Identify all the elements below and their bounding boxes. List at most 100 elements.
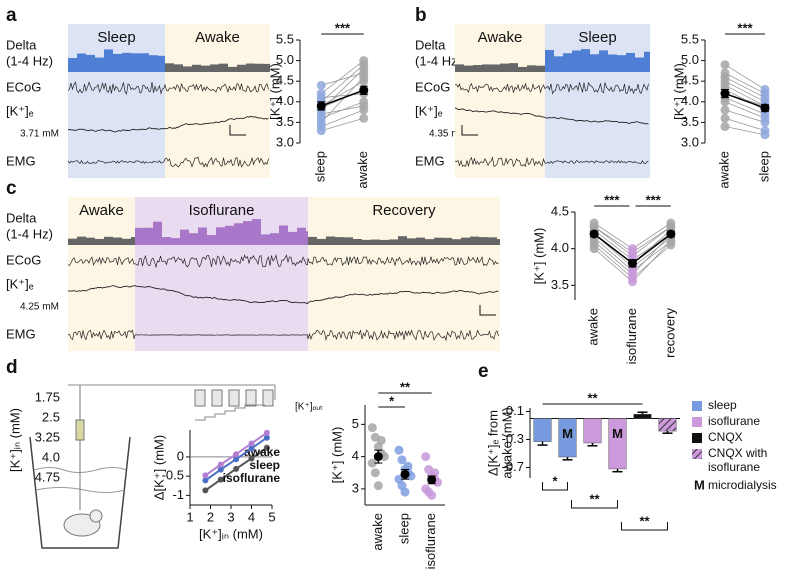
legend-label: CNQX bbox=[708, 430, 743, 444]
sig-label: * bbox=[389, 393, 395, 408]
k-trace bbox=[67, 116, 269, 133]
delta-bar bbox=[563, 53, 572, 72]
legend-label: isoflurane bbox=[223, 471, 281, 485]
series-point bbox=[263, 444, 270, 451]
sig-bracket bbox=[542, 482, 568, 491]
data-point bbox=[376, 435, 386, 445]
pair-line bbox=[724, 109, 766, 123]
series-point bbox=[233, 456, 240, 463]
data-point bbox=[720, 68, 730, 78]
delta-bar bbox=[407, 238, 416, 245]
pair-line bbox=[321, 93, 364, 99]
bar-marker: M bbox=[612, 426, 623, 441]
k-trace bbox=[454, 107, 649, 125]
data-point bbox=[359, 56, 369, 66]
mean-point bbox=[359, 85, 369, 95]
delta-bar bbox=[479, 237, 488, 245]
delta-bar bbox=[536, 65, 545, 72]
row-label: (1-4 Hz) bbox=[6, 53, 53, 68]
delta-bar bbox=[135, 227, 144, 245]
bar bbox=[583, 418, 602, 444]
delta-bar bbox=[545, 50, 554, 72]
legend-label: isoflurane bbox=[708, 460, 760, 474]
data-point bbox=[720, 60, 730, 70]
delta-bar bbox=[362, 239, 371, 245]
delta-bar bbox=[581, 49, 590, 72]
row-label: EMG bbox=[6, 326, 36, 341]
state-label: Recovery bbox=[372, 202, 436, 219]
delta-bar bbox=[443, 237, 452, 245]
row-label: (1-4 Hz) bbox=[6, 226, 53, 241]
x-tick-label: sleep bbox=[756, 151, 771, 182]
data-point bbox=[628, 277, 637, 287]
delta-bar bbox=[77, 236, 86, 245]
sig-label: * bbox=[552, 473, 558, 488]
legend-label: sleep bbox=[708, 398, 737, 412]
delta-bar bbox=[243, 221, 252, 245]
delta-bar bbox=[95, 238, 104, 245]
data-point bbox=[720, 76, 730, 86]
axis-label: [K⁺]ᵢₙ (mM) bbox=[7, 408, 22, 472]
data-point bbox=[359, 68, 369, 78]
x-tick-label: awake bbox=[370, 513, 385, 551]
y-tick-label: 5.5 bbox=[681, 31, 699, 46]
data-point bbox=[359, 76, 369, 86]
delta-bar bbox=[297, 227, 306, 245]
pair-line bbox=[321, 117, 364, 132]
delta-bar bbox=[488, 237, 497, 245]
delta-bar bbox=[228, 66, 237, 72]
x-tick-label: awake bbox=[355, 151, 370, 189]
mean-line bbox=[632, 233, 672, 264]
legend-swatch bbox=[692, 449, 702, 459]
data-point bbox=[427, 490, 437, 500]
data-point bbox=[359, 105, 369, 115]
x-tick-label: isoflurane bbox=[423, 513, 438, 569]
delta-bar bbox=[189, 233, 198, 245]
pair-line bbox=[593, 230, 633, 260]
pair-line bbox=[724, 117, 766, 132]
sig-bracket bbox=[621, 522, 668, 531]
state-shade bbox=[68, 197, 135, 351]
pair-line bbox=[632, 226, 672, 253]
delta-bar bbox=[554, 56, 563, 72]
emg-trace bbox=[67, 329, 499, 342]
delta-bar bbox=[590, 54, 599, 72]
series-point bbox=[263, 434, 270, 441]
delta-bar bbox=[464, 65, 473, 72]
delta-bar bbox=[626, 52, 635, 72]
x-tick-label: sleep bbox=[396, 513, 411, 544]
state-label: Sleep bbox=[97, 29, 135, 46]
row-label: [K⁺]ₑ bbox=[415, 103, 443, 118]
series-point bbox=[248, 445, 255, 452]
pair-line bbox=[321, 109, 364, 127]
panel-label: c bbox=[6, 178, 17, 199]
data-point bbox=[666, 236, 676, 246]
delta-bar bbox=[398, 236, 407, 245]
y-tick-label: 3.0 bbox=[681, 134, 699, 149]
series-point bbox=[217, 461, 224, 468]
y-tick-label: 5 bbox=[352, 416, 359, 431]
pair-line bbox=[632, 241, 672, 282]
state-shade bbox=[545, 24, 650, 178]
bar bbox=[633, 414, 652, 419]
delta-bar bbox=[261, 234, 270, 245]
mean-point bbox=[720, 89, 730, 99]
data-point bbox=[316, 89, 326, 99]
pair-line bbox=[320, 64, 365, 103]
sig-label: *** bbox=[335, 20, 351, 35]
legend-label: sleep bbox=[249, 458, 280, 472]
delta-bar bbox=[264, 63, 270, 72]
sig-label: ** bbox=[639, 513, 650, 528]
delta-bar bbox=[153, 221, 162, 245]
delta-bar bbox=[470, 236, 479, 245]
delta-bar bbox=[425, 239, 434, 245]
mean-point bbox=[427, 475, 437, 485]
scale-bar bbox=[479, 305, 496, 316]
panel-label: b bbox=[415, 5, 427, 26]
delta-bar bbox=[216, 227, 225, 245]
series-point bbox=[233, 465, 240, 472]
x-tick-label: awake bbox=[716, 151, 731, 189]
delta-bar bbox=[317, 238, 326, 245]
mean-point bbox=[589, 229, 599, 239]
